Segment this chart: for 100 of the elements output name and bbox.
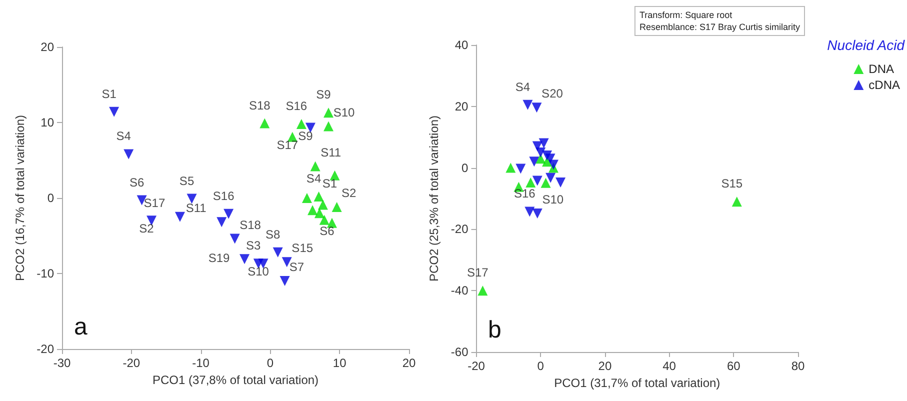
y-tick-label: 20 bbox=[40, 40, 54, 54]
legend-label: DNA bbox=[868, 62, 894, 76]
point bbox=[529, 156, 540, 167]
x-tick-label: 0 bbox=[266, 356, 274, 370]
legend-label: cDNA bbox=[868, 78, 900, 92]
annotation: a bbox=[74, 314, 88, 340]
point bbox=[308, 205, 318, 216]
x-tick-label: -30 bbox=[53, 356, 71, 370]
point bbox=[548, 160, 558, 170]
point bbox=[310, 161, 320, 172]
data-label: S6 bbox=[320, 224, 335, 238]
data-label: S4 bbox=[515, 80, 530, 94]
y-tick-label: 20 bbox=[454, 99, 469, 114]
y-tick-label: 40 bbox=[454, 38, 469, 52]
data-label: S1 bbox=[102, 86, 117, 101]
data-label: S4 bbox=[116, 129, 132, 144]
data-label: S3 bbox=[246, 238, 262, 253]
data-label: S4 bbox=[306, 171, 322, 186]
point bbox=[319, 214, 330, 225]
y-tick-label: -20 bbox=[36, 342, 54, 356]
point bbox=[216, 217, 227, 228]
x-axis-title: PCO1 (37,8% of total variation) bbox=[152, 372, 319, 387]
x-tick-label: -10 bbox=[192, 356, 210, 370]
point bbox=[532, 208, 542, 219]
data-label: S20 bbox=[542, 86, 564, 101]
y-axis-title: PCO2 (16,7% of total variation) bbox=[12, 114, 27, 282]
data-label: S11 bbox=[320, 145, 342, 160]
x-tick-label: 20 bbox=[402, 356, 416, 370]
point bbox=[240, 254, 250, 264]
point bbox=[296, 119, 306, 130]
point bbox=[314, 191, 324, 202]
x-tick-label: -20 bbox=[122, 356, 140, 370]
data-label: S8 bbox=[265, 227, 280, 242]
point bbox=[330, 170, 340, 180]
x-tick-label: 0 bbox=[537, 359, 544, 373]
data-label: S19 bbox=[208, 251, 230, 266]
data-label: S10 bbox=[542, 192, 564, 207]
data-label: S17 bbox=[467, 266, 489, 280]
data-label: S9 bbox=[298, 128, 314, 143]
point bbox=[532, 176, 542, 186]
point bbox=[318, 200, 328, 210]
data-label: S1 bbox=[322, 176, 338, 190]
point bbox=[224, 208, 234, 219]
text: Resemblance: S17 Bray Curtis similarity bbox=[639, 22, 800, 32]
point bbox=[526, 178, 536, 188]
y-tick-label: -10 bbox=[36, 266, 54, 280]
data-label: S2 bbox=[139, 222, 154, 236]
legend-title: Nucleid Acid bbox=[827, 37, 906, 53]
x-tick-label: -20 bbox=[468, 359, 486, 373]
point bbox=[174, 212, 185, 222]
point bbox=[540, 178, 551, 188]
point bbox=[556, 178, 566, 188]
data-label: S7 bbox=[289, 260, 304, 274]
x-tick-label: 20 bbox=[598, 359, 612, 373]
data-label: S16 bbox=[514, 186, 536, 201]
point bbox=[260, 118, 270, 128]
data-label: S15 bbox=[292, 241, 314, 256]
point bbox=[314, 208, 324, 218]
data-label: S18 bbox=[248, 98, 271, 112]
data-label: S11 bbox=[186, 201, 207, 216]
point bbox=[332, 202, 342, 212]
y-tick-label: -40 bbox=[450, 284, 469, 298]
data-label: S6 bbox=[129, 175, 144, 190]
data-label: S18 bbox=[240, 218, 262, 232]
point bbox=[124, 149, 134, 160]
text: Transform: Square root bbox=[639, 10, 733, 20]
y-tick-label: 0 bbox=[47, 191, 54, 205]
point bbox=[280, 276, 290, 286]
point bbox=[323, 108, 334, 118]
point bbox=[109, 106, 120, 117]
point bbox=[732, 196, 742, 207]
data-label: S17 bbox=[144, 196, 166, 210]
data-label: S10 bbox=[333, 105, 355, 120]
y-tick-label: -60 bbox=[450, 345, 469, 359]
data-label: S5 bbox=[179, 174, 194, 188]
point bbox=[538, 138, 549, 148]
point bbox=[272, 247, 283, 258]
x-tick-label: 60 bbox=[726, 359, 741, 373]
x-tick-label: 40 bbox=[662, 359, 676, 373]
point bbox=[282, 257, 292, 268]
point bbox=[524, 206, 535, 217]
y-tick-label: -20 bbox=[450, 222, 469, 236]
x-tick-label: 80 bbox=[791, 359, 805, 373]
x-axis-title: PCO1 (31,7% of total variation) bbox=[554, 376, 720, 390]
data-label: S9 bbox=[316, 88, 332, 102]
point bbox=[546, 172, 556, 183]
point bbox=[186, 194, 197, 204]
point bbox=[478, 286, 488, 296]
point bbox=[532, 102, 542, 113]
point bbox=[522, 100, 533, 110]
data-label: S16 bbox=[286, 99, 308, 114]
y-tick-label: 10 bbox=[40, 116, 54, 130]
y-axis-title: PCO2 (25,3% of total variation) bbox=[427, 115, 441, 282]
point bbox=[506, 162, 516, 173]
data-label: S2 bbox=[341, 186, 356, 200]
data-label: S17 bbox=[276, 138, 298, 152]
data-label: S10 bbox=[248, 264, 270, 279]
x-tick-label: 10 bbox=[332, 356, 347, 370]
point bbox=[536, 147, 546, 158]
point bbox=[516, 164, 526, 174]
